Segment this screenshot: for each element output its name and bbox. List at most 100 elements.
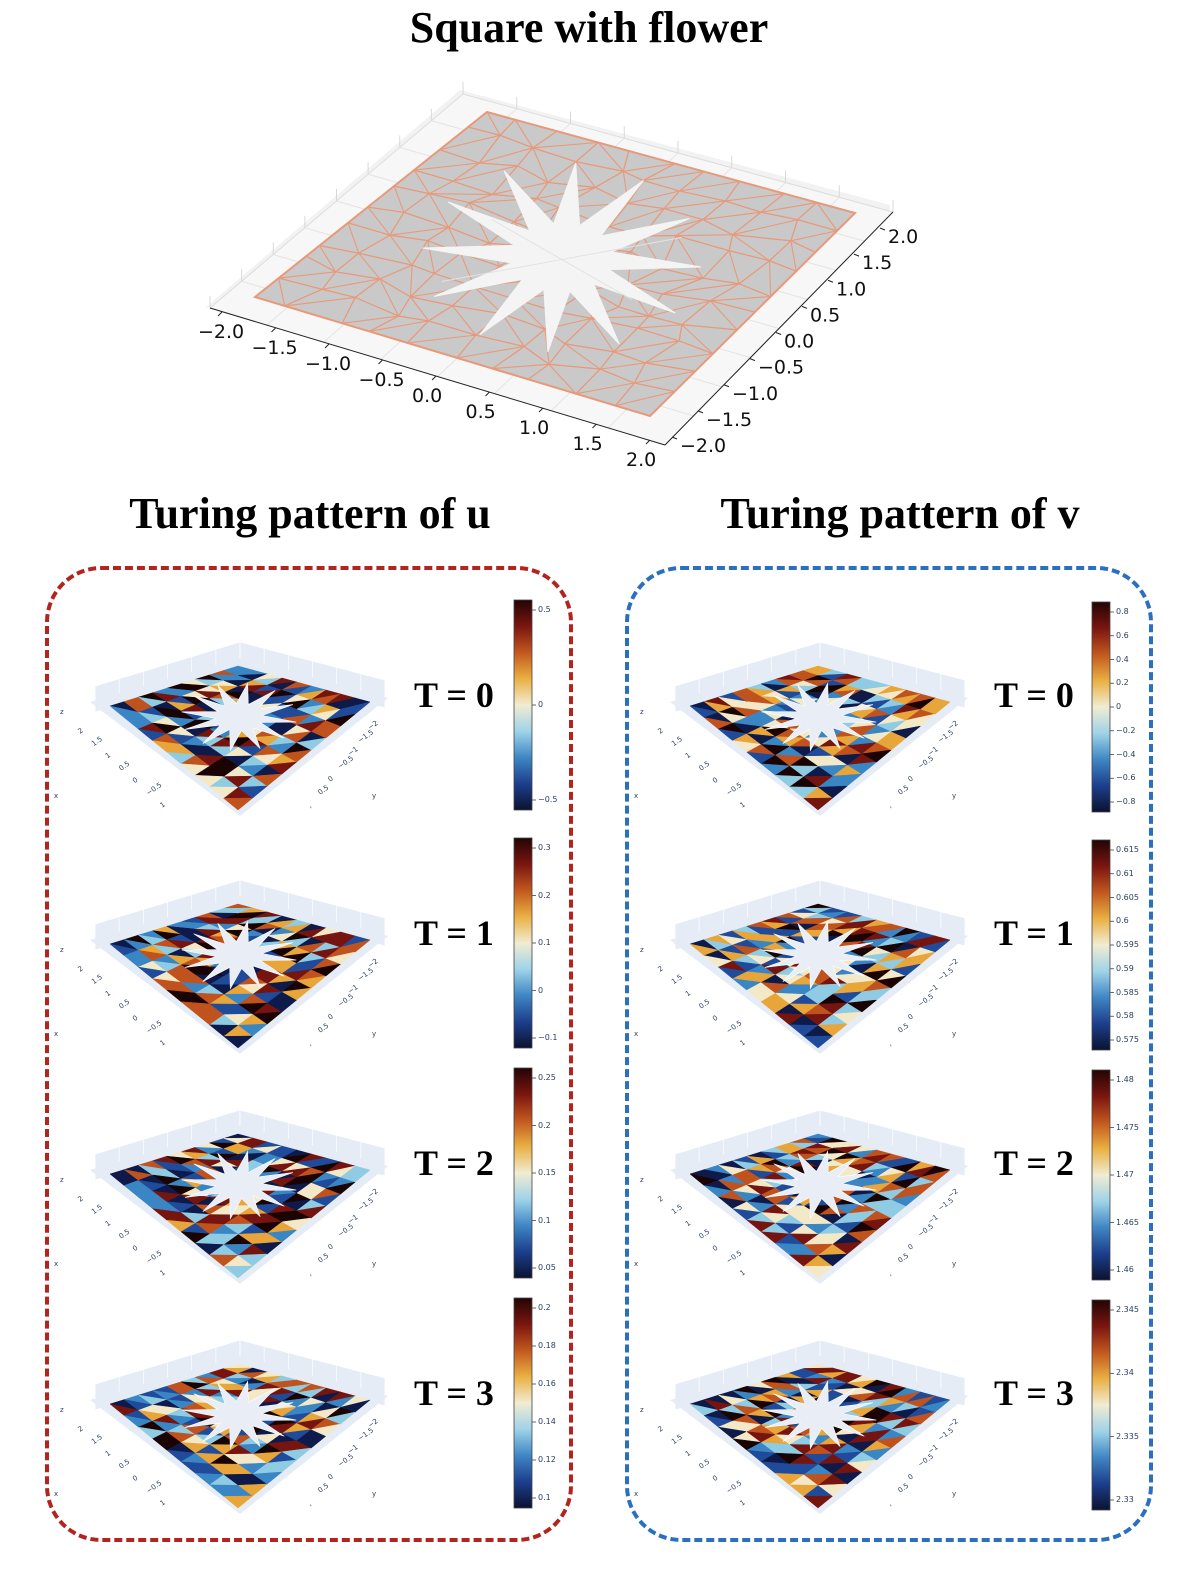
surface-plot: zx y21.510.50−0.51−2−1.5−1−0.500.5, xyxy=(54,1109,388,1284)
colorbar-tick: −0.5 xyxy=(538,795,558,804)
colorbar-tick: 1.465 xyxy=(1116,1217,1139,1227)
colorbar-tick: 0.575 xyxy=(1116,1035,1139,1044)
mesh-y-tick: −2.0 xyxy=(680,435,726,457)
y-tick: , xyxy=(307,1040,313,1048)
colorbar-tick: 1.46 xyxy=(1116,1265,1134,1274)
x-tick: −0.5 xyxy=(725,1479,744,1495)
x-tick: 1 xyxy=(684,989,692,998)
y-tick: , xyxy=(887,1270,893,1278)
y-axis-label: y xyxy=(952,1030,956,1038)
mesh-y-tick: 1.0 xyxy=(836,278,866,300)
surface-plot: zx y21.510.50−0.51−2−1.5−1−0.500.5, xyxy=(634,641,968,816)
colorbar-tick: 0.8 xyxy=(1116,607,1129,616)
y-tick: 0 xyxy=(907,1473,915,1482)
mesh-x-tick: 2.0 xyxy=(626,449,656,471)
colorbar-tick: 0 xyxy=(1116,702,1122,711)
colorbar-tick: −0.8 xyxy=(1116,797,1136,806)
mesh-y-tick: 2.0 xyxy=(888,226,918,248)
x-tick: 1 xyxy=(104,1219,112,1228)
colorbar-tick: 0.2 xyxy=(538,1120,551,1130)
y-tick: , xyxy=(887,1040,893,1048)
mesh-x-tick: −1.0 xyxy=(305,353,351,375)
x-tick: 0 xyxy=(711,1474,719,1483)
x-tick: −0.5 xyxy=(145,1249,164,1265)
time-step-label: T = 2 xyxy=(414,1143,494,1183)
colorbar-tick: 0.25 xyxy=(538,1073,556,1082)
flower-hole xyxy=(422,162,702,353)
colorbar-tick: 0.595 xyxy=(1116,940,1139,949)
colorbar-tick: 2.33 xyxy=(1116,1495,1134,1504)
y-tick: 0.5 xyxy=(317,1252,331,1265)
x-tick: 2 xyxy=(657,727,665,736)
x-tick: 0 xyxy=(131,776,139,785)
u-panel-frame xyxy=(45,566,573,1542)
colorbar-tick: 0.58 xyxy=(1116,1011,1134,1021)
colorbar-tick: 0.2 xyxy=(538,1303,551,1312)
y-tick: 0 xyxy=(907,775,915,784)
colorbar-tick: 0.6 xyxy=(1116,916,1129,926)
colorbar-tick: −0.4 xyxy=(1116,749,1136,759)
colorbar-tick: 0.2 xyxy=(538,890,551,900)
y-axis-label: y xyxy=(372,1490,376,1498)
x-tick: 1 xyxy=(739,801,747,810)
colorbar-tick: 0.4 xyxy=(1116,654,1129,664)
x-tick: −0.5 xyxy=(145,1019,164,1035)
y-tick: 0 xyxy=(327,775,335,784)
colorbar-tick: 0.5 xyxy=(538,605,551,614)
x-tick: 2 xyxy=(657,965,665,974)
colorbar-tick: 0.61 xyxy=(1116,868,1134,878)
time-step-label: T = 2 xyxy=(994,1143,1074,1183)
flower-hole xyxy=(181,1150,297,1220)
colorbar-tick: 0.18 xyxy=(538,1341,556,1350)
colorbar xyxy=(1091,601,1111,813)
x-tick: 1 xyxy=(159,801,167,810)
flower-hole xyxy=(761,920,877,990)
surface-plot: zx y21.510.50−0.51−2−1.5−1−0.500.5, xyxy=(54,879,388,1054)
colorbar xyxy=(1091,1299,1111,1511)
x-tick: 1 xyxy=(159,1039,167,1048)
x-tick: 2 xyxy=(77,965,85,974)
x-tick: 1.5 xyxy=(670,735,684,748)
x-tick: 0 xyxy=(131,1474,139,1483)
colorbar-tick: 0 xyxy=(538,985,544,995)
x-axis-label: x xyxy=(634,1260,638,1268)
colorbar xyxy=(513,1297,533,1509)
colorbar-tick: 0.585 xyxy=(1116,987,1139,997)
flower-hole xyxy=(761,1380,877,1450)
x-axis-label: x xyxy=(634,792,638,800)
x-tick: 1 xyxy=(684,1449,692,1458)
x-tick: −0.5 xyxy=(725,1019,744,1035)
y-tick: 0.5 xyxy=(897,1022,911,1035)
time-step-label: T = 3 xyxy=(994,1373,1074,1413)
colorbar-tick: 1.475 xyxy=(1116,1122,1139,1132)
z-axis-label: z xyxy=(640,1176,644,1184)
colorbar xyxy=(513,1067,533,1279)
mesh-y-tick: 1.5 xyxy=(862,252,892,274)
colorbar-tick: 2.335 xyxy=(1116,1431,1139,1441)
x-tick: 1 xyxy=(104,751,112,760)
colorbar-tick: 0.1 xyxy=(538,938,551,947)
colorbar-tick: 0.14 xyxy=(538,1417,556,1426)
colorbar-tick: 1.47 xyxy=(1116,1170,1134,1179)
figure-title: Square with flower xyxy=(409,3,769,52)
mesh-y-tick: 0.0 xyxy=(784,331,814,353)
colorbar-tick: 0.59 xyxy=(1116,963,1134,973)
colorbar-tick: −0.1 xyxy=(538,1033,558,1042)
x-tick: −0.5 xyxy=(145,1479,164,1495)
colorbar-tick: 0.615 xyxy=(1116,845,1139,854)
surface-plot: zx y21.510.50−0.51−2−1.5−1−0.500.5, xyxy=(54,641,388,816)
x-tick: 1 xyxy=(739,1499,747,1508)
x-axis-label: x xyxy=(54,1260,58,1268)
x-axis-label: x xyxy=(54,792,58,800)
x-tick: 2 xyxy=(657,1195,665,1204)
x-tick: 1.5 xyxy=(90,1433,104,1446)
y-tick: , xyxy=(887,802,893,810)
y-axis-label: y xyxy=(952,792,956,800)
colorbar-tick: 0.3 xyxy=(538,843,551,852)
x-tick: 1.5 xyxy=(670,1433,684,1446)
colorbar xyxy=(1091,839,1111,1051)
x-tick: 0 xyxy=(711,776,719,785)
x-axis-label: x xyxy=(54,1490,58,1498)
x-tick: 1 xyxy=(159,1499,167,1508)
